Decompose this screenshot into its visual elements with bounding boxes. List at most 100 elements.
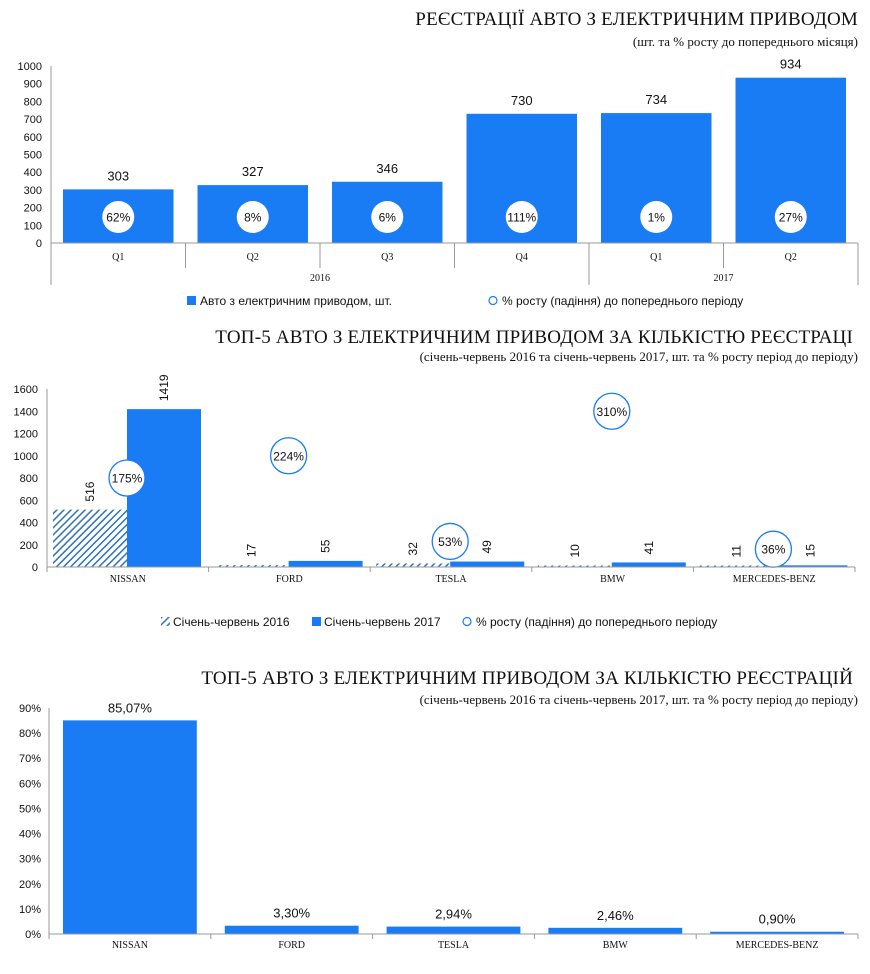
x-tick-label: Q3 bbox=[381, 252, 393, 263]
bar-2017 bbox=[611, 562, 686, 567]
legend-swatch-units bbox=[187, 296, 196, 305]
chart2-legend: Січень-червень 2016 Січень-червень 2017 … bbox=[161, 615, 717, 629]
chart3-subtitle: (січень-червень 2016 та січень-червень 2… bbox=[420, 692, 858, 707]
legend-label-growth: % росту (падіння) до попереднього період… bbox=[502, 294, 743, 308]
x-tick-label: NISSAN bbox=[112, 940, 148, 951]
legend-swatch-growth bbox=[488, 295, 498, 306]
growth-label: 224% bbox=[273, 449, 304, 463]
bar bbox=[386, 926, 521, 934]
y-tick-label: 30% bbox=[19, 854, 41, 866]
growth-label: 175% bbox=[112, 472, 143, 486]
growth-circle bbox=[371, 201, 404, 233]
bar-value-label: 303 bbox=[107, 168, 129, 183]
x-tick-label: FORD bbox=[276, 574, 303, 585]
bar-value-label: 85,07% bbox=[108, 700, 153, 715]
chart1-subtitle: (шт. та % росту до попереднього місяця) bbox=[633, 34, 858, 49]
y-tick-label: 40% bbox=[19, 829, 41, 841]
bar-2017-value-label: 1419 bbox=[157, 374, 171, 401]
bar-2017 bbox=[288, 560, 363, 567]
y-tick-label: 20% bbox=[19, 879, 41, 891]
bar-value-label: 3,30% bbox=[273, 906, 310, 921]
y-tick-label: 900 bbox=[24, 79, 42, 91]
growth-circle bbox=[774, 201, 807, 233]
x-tick-label: TESLA bbox=[435, 574, 467, 585]
y-tick-label: 500 bbox=[24, 150, 42, 162]
y-tick-label: 0 bbox=[36, 238, 42, 250]
bar bbox=[224, 925, 359, 934]
bar-2017-value-label: 41 bbox=[642, 541, 656, 555]
x-tick-label: Q2 bbox=[785, 252, 797, 263]
y-tick-label: 400 bbox=[24, 167, 42, 179]
chart3: ТОП-5 АВТО З ЕЛЕКТРИЧНИМ ПРИВОДОМ ЗА КІЛ… bbox=[19, 668, 859, 951]
y-tick-label: 200 bbox=[20, 540, 38, 552]
y-tick-label: 90% bbox=[19, 703, 41, 715]
bar-value-label: 346 bbox=[376, 161, 398, 176]
bar-value-label: 934 bbox=[780, 57, 802, 72]
y-tick-label: 80% bbox=[19, 728, 41, 740]
y-tick-label: 600 bbox=[24, 132, 42, 144]
chart1-x-axis: Q1 Q2 Q3 Q4 Q1 Q2 2016 2017 bbox=[50, 242, 859, 285]
growth-label: 111% bbox=[507, 211, 536, 225]
x-tick-label: BMW bbox=[603, 940, 629, 951]
chart1-y-axis: 0 100 200 300 400 500 600 700 800 900 1000 bbox=[18, 61, 52, 250]
y-tick-label: 300 bbox=[24, 185, 42, 197]
growth-label: 62% bbox=[106, 211, 130, 225]
bar-2016-value-label: 17 bbox=[245, 543, 259, 557]
x-tick-label: TESLA bbox=[438, 940, 470, 951]
growth-circle bbox=[108, 459, 146, 497]
growth-circle bbox=[102, 201, 135, 233]
chart3-title: ТОП-5 АВТО З ЕЛЕКТРИЧНИМ ПРИВОДОМ ЗА КІЛ… bbox=[201, 668, 853, 689]
bar-2016-value-label: 32 bbox=[406, 542, 420, 556]
chart3-y-axis: 0% 10% 20% 30% 40% 50% 60% 70% 80% 90% bbox=[19, 703, 50, 941]
bar-2016 bbox=[53, 509, 127, 567]
group-label: 2016 bbox=[310, 273, 330, 284]
y-tick-label: 1000 bbox=[18, 61, 42, 73]
bar-2016-value-label: 10 bbox=[568, 544, 582, 558]
legend-label-2017: Січень-червень 2017 bbox=[324, 615, 441, 629]
y-tick-label: 50% bbox=[19, 803, 41, 815]
y-tick-label: 70% bbox=[19, 753, 41, 765]
bar bbox=[710, 931, 844, 934]
legend-label-growth2: % росту (падіння) до попереднього період… bbox=[476, 615, 717, 629]
y-tick-label: 700 bbox=[24, 114, 42, 126]
bar-2016 bbox=[537, 565, 612, 567]
bar-2016 bbox=[214, 565, 289, 567]
chart2-y-axis: 0 200 400 600 800 1000 1200 1400 1600 bbox=[14, 384, 48, 574]
bar-2016 bbox=[699, 565, 774, 567]
legend-swatch-growth2 bbox=[462, 616, 472, 627]
growth-circle bbox=[431, 522, 469, 561]
growth-label: 27% bbox=[779, 211, 803, 225]
x-tick-label: Q1 bbox=[112, 252, 124, 263]
bar-2016-value-label: 11 bbox=[729, 545, 743, 558]
bar-value-label: 0,90% bbox=[759, 912, 796, 927]
bar-2016 bbox=[376, 563, 451, 567]
bar-value-label: 327 bbox=[242, 164, 264, 179]
growth-label: 53% bbox=[438, 535, 462, 549]
growth-label: 1% bbox=[648, 211, 666, 225]
chart2-x-axis: NISSAN FORD TESLA BMW MERCEDES-BENZ bbox=[46, 566, 856, 585]
bar bbox=[63, 720, 197, 934]
x-tick-label: Q2 bbox=[247, 252, 259, 263]
chart2-bars: 516 1419 175% 17 55 224% 32 49 53% 10 41 310% 11 15 36… bbox=[53, 374, 848, 568]
x-tick-label: BMW bbox=[600, 574, 626, 585]
x-tick-label: MERCEDES-BENZ bbox=[733, 574, 816, 585]
y-tick-label: 400 bbox=[20, 518, 38, 530]
growth-circle bbox=[505, 201, 538, 233]
chart3-bars: 85,07% 3,30% 2,94% 2,46% 0,90% bbox=[63, 700, 844, 934]
legend-label-2016: Січень-червень 2016 bbox=[173, 615, 290, 629]
x-tick-label: Q1 bbox=[650, 252, 662, 263]
bar-value-label: 730 bbox=[511, 93, 533, 108]
y-tick-label: 1400 bbox=[14, 406, 38, 418]
growth-circle bbox=[236, 201, 269, 233]
bar-value-label: 734 bbox=[645, 92, 667, 107]
group-label: 2017 bbox=[714, 273, 734, 284]
chart2: ТОП-5 АВТО З ЕЛЕКТРИЧНИМ ПРИВОДОМ ЗА КІЛ… bbox=[14, 327, 858, 629]
growth-label: 310% bbox=[596, 405, 627, 419]
chart2-title: ТОП-5 АВТО З ЕЛЕКТРИЧНИМ ПРИВОДОМ ЗА КІЛ… bbox=[215, 327, 853, 348]
bar-2017 bbox=[773, 565, 848, 567]
y-tick-label: 10% bbox=[19, 904, 41, 916]
chart1-legend: Авто з електричним приводом, шт. % росту… bbox=[187, 294, 743, 308]
bar-2017-value-label: 15 bbox=[803, 544, 817, 558]
x-tick-label: MERCEDES-BENZ bbox=[736, 940, 819, 951]
